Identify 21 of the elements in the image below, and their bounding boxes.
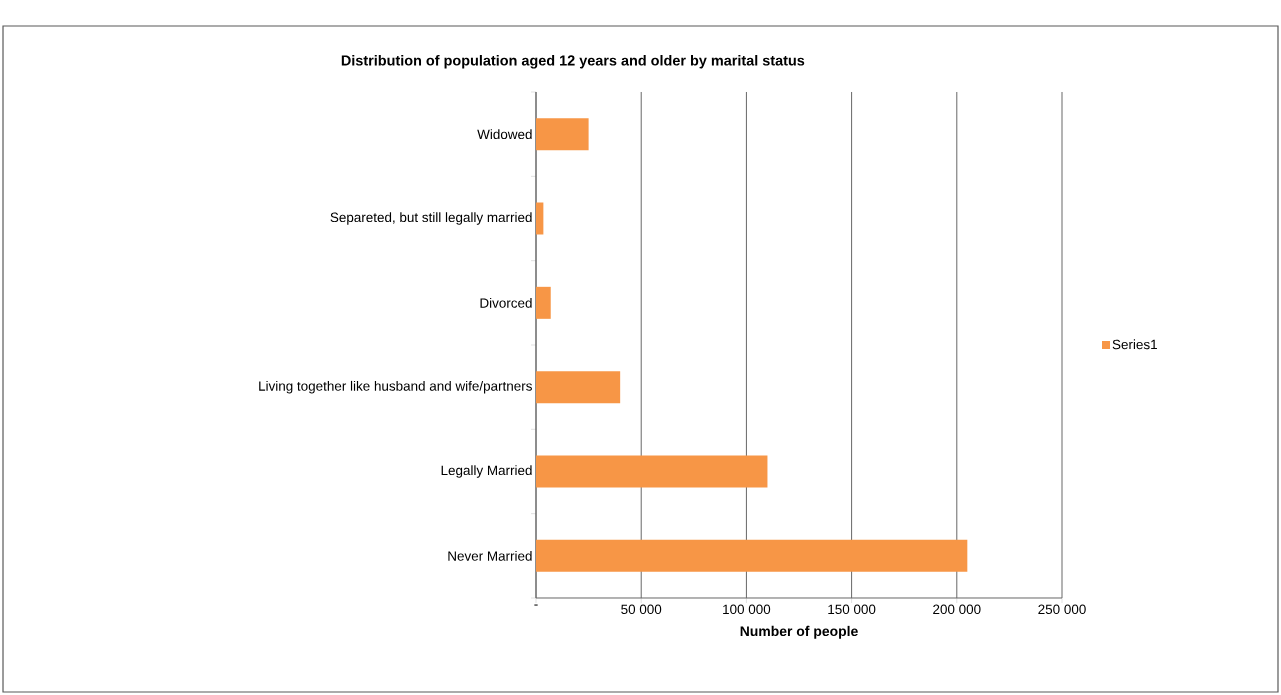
x-tick-label: 100 000 [723, 604, 771, 615]
bar [536, 371, 621, 404]
bar [536, 118, 589, 151]
legend-label: Series1 [1112, 339, 1157, 350]
x-tick-label: 50 000 [621, 604, 662, 615]
bar [536, 455, 768, 488]
x-axis-title: Number of people [740, 625, 858, 639]
y-tick-label: Divorced [480, 297, 532, 308]
y-tick-label: Never Married [448, 550, 532, 561]
bar [536, 202, 544, 235]
x-tick-label: 150 000 [828, 604, 876, 615]
x-tick-label: 200 000 [933, 604, 981, 615]
x-tick-label: 250 000 [1038, 604, 1086, 615]
x-tick-label: - [534, 604, 538, 606]
bar [536, 539, 968, 572]
bar [536, 286, 551, 319]
y-tick-label: Separeted, but still legally married [330, 212, 532, 225]
y-tick-label: Widowed [477, 129, 532, 140]
y-tick-label: Living together like husband and wife/partners [259, 380, 532, 394]
chart-title: Distribution of population aged 12 years and older by marital status [341, 54, 805, 69]
y-tick-label: Legally Married [441, 465, 532, 478]
